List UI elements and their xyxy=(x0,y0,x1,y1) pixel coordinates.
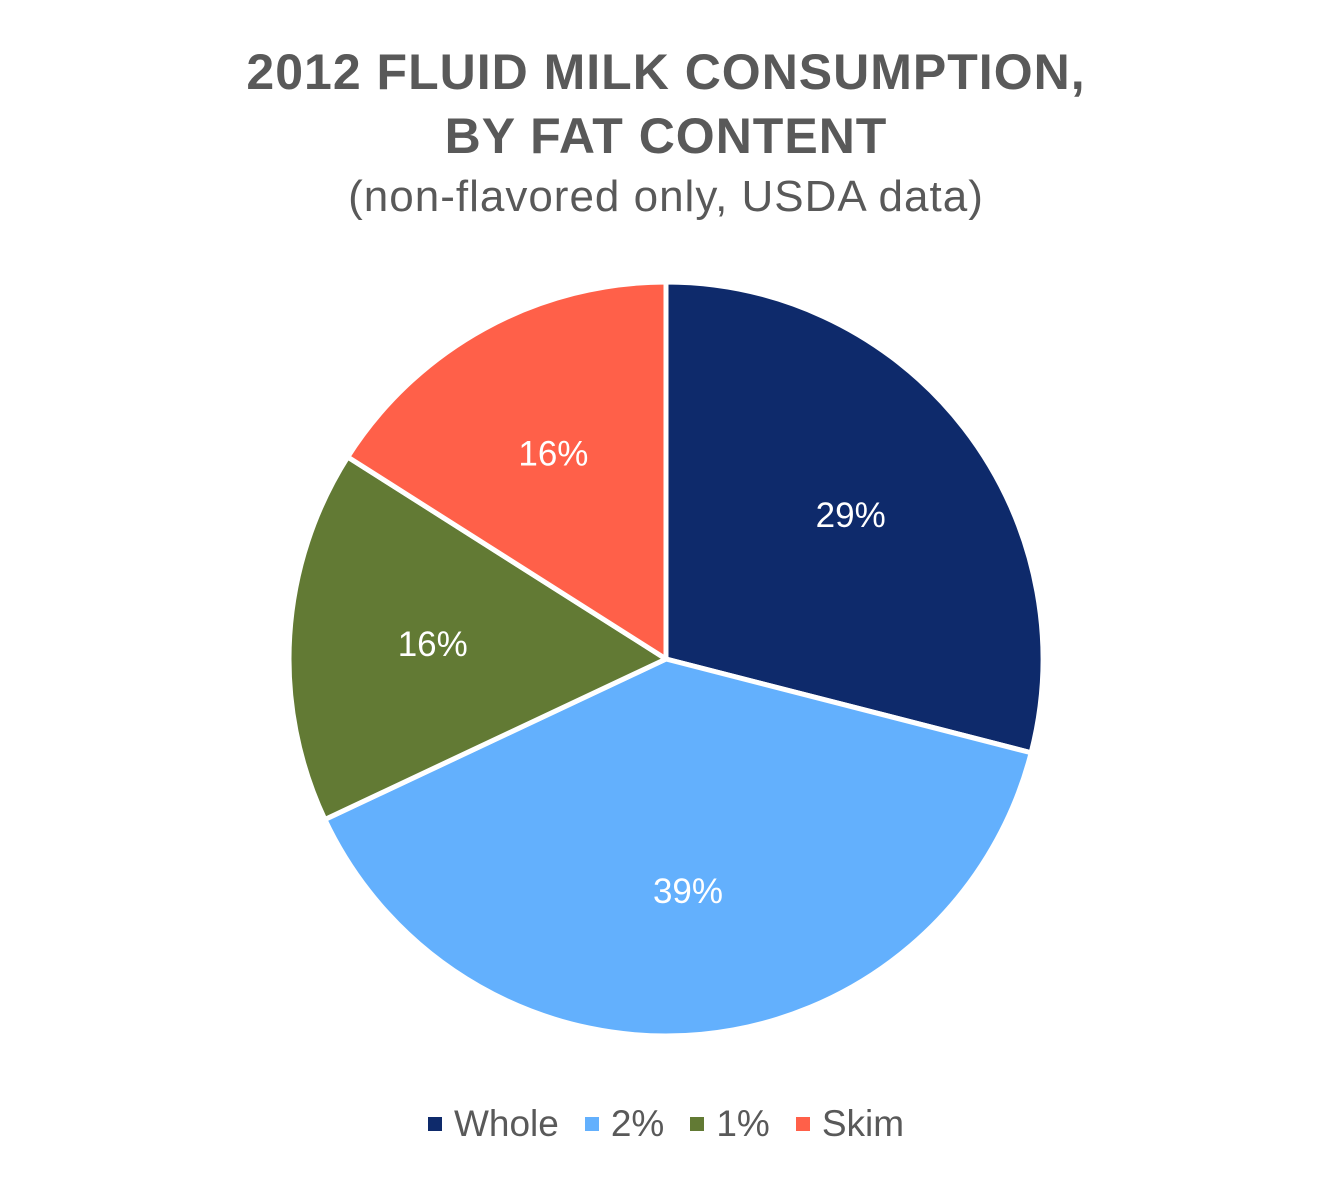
legend-label-2-percent: 2% xyxy=(610,1103,665,1144)
legend-item-2-percent: 2% xyxy=(584,1103,665,1145)
pie-slice-whole xyxy=(663,279,1046,756)
legend-swatch-whole xyxy=(427,1117,442,1131)
chart-title-block: 2012 FLUID MILK CONSUMPTION, BY FAT CONT… xyxy=(0,40,1332,226)
legend-label-skim: Skim xyxy=(821,1103,905,1144)
chart-subtitle: (non-flavored only, USDA data) xyxy=(348,172,984,221)
legend-swatch-1-percent xyxy=(690,1117,705,1131)
legend-label-whole: Whole xyxy=(453,1103,559,1144)
legend-item-whole: Whole xyxy=(427,1103,559,1145)
pie-data-labels: 29% 39% 16% 16% xyxy=(398,435,886,912)
pie-slices xyxy=(286,279,1046,1039)
legend-item-1-percent: 1% xyxy=(690,1103,770,1145)
data-label-skim: 16% xyxy=(518,435,588,474)
legend-swatch-skim xyxy=(795,1117,810,1131)
chart-legend: Whole 2% 1% Skim xyxy=(0,1103,1332,1145)
data-label-1-percent: 16% xyxy=(398,625,468,664)
legend-item-skim: Skim xyxy=(795,1103,905,1145)
chart-title-line-2: BY FAT CONTENT xyxy=(444,108,888,164)
pie-slice-1-percent xyxy=(286,454,669,823)
legend-label-1-percent: 1% xyxy=(716,1103,770,1144)
data-label-2-percent: 39% xyxy=(653,872,723,911)
chart-title-line-1: 2012 FLUID MILK CONSUMPTION, xyxy=(246,44,1086,100)
legend-swatch-2-percent xyxy=(584,1117,599,1131)
pie-slice-2-percent xyxy=(322,656,1034,1039)
data-label-whole: 29% xyxy=(816,496,886,535)
pie-slice-skim xyxy=(345,279,669,662)
